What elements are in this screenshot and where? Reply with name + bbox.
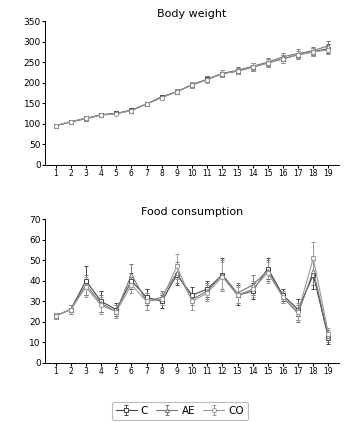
- Title: Food consumption: Food consumption: [141, 207, 243, 217]
- Legend: C, AE, CO: C, AE, CO: [112, 402, 248, 420]
- Title: Body weight: Body weight: [157, 9, 227, 19]
